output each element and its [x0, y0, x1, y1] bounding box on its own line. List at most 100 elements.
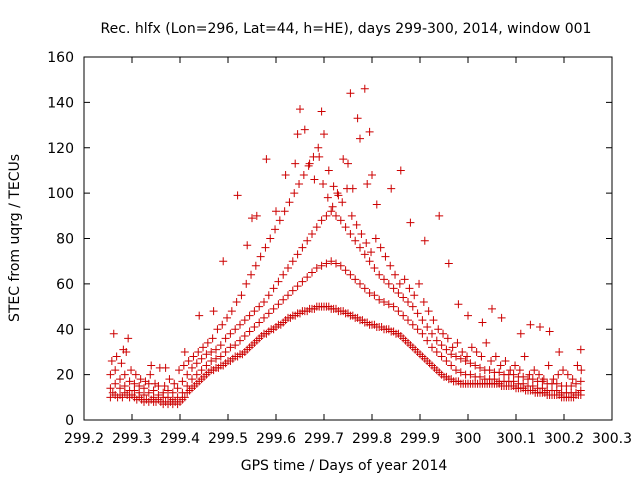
data-point — [240, 332, 249, 341]
data-point — [406, 218, 415, 227]
data-point — [577, 366, 586, 375]
data-point — [485, 366, 494, 375]
chart-title: Rec. hlfx (Lon=296, Lat=44, h=HE), days … — [101, 21, 592, 37]
data-point — [264, 309, 273, 318]
data-point — [332, 211, 340, 220]
data-point — [202, 350, 211, 359]
data-point — [384, 300, 393, 309]
x-tick-label: 299.4 — [160, 431, 200, 447]
data-point — [164, 386, 172, 395]
data-point — [245, 311, 254, 320]
data-point — [351, 236, 360, 245]
data-point — [303, 273, 312, 282]
data-point — [375, 270, 384, 279]
data-point — [399, 311, 408, 320]
data-point — [147, 361, 156, 370]
data-point — [448, 343, 457, 352]
data-point — [269, 284, 278, 293]
data-point — [509, 377, 518, 386]
data-point — [219, 257, 228, 266]
data-point — [389, 284, 398, 293]
data-point — [293, 282, 302, 291]
data-point — [284, 291, 292, 300]
data-point — [338, 198, 347, 207]
data-point — [288, 257, 297, 266]
data-point — [487, 357, 496, 366]
data-point — [467, 343, 476, 352]
data-point — [304, 161, 313, 170]
data-point — [357, 229, 366, 238]
data-point — [136, 375, 145, 384]
data-point — [461, 357, 470, 366]
data-point — [179, 361, 188, 370]
data-point — [212, 354, 220, 363]
data-point — [528, 381, 537, 390]
data-point — [233, 191, 242, 200]
data-point — [346, 89, 355, 98]
data-point — [188, 375, 196, 384]
data-point — [216, 352, 225, 361]
data-point — [296, 105, 304, 114]
data-point — [408, 320, 417, 329]
x-tick-label: 299.2 — [64, 431, 104, 447]
data-point — [261, 243, 270, 252]
data-point — [428, 329, 436, 338]
data-point — [360, 250, 369, 259]
data-point — [437, 341, 446, 350]
data-point — [419, 298, 428, 307]
data-point — [351, 275, 360, 284]
data-point — [317, 261, 326, 270]
data-point — [352, 220, 361, 229]
data-point — [442, 357, 451, 366]
data-point — [154, 391, 163, 400]
data-point — [189, 352, 198, 361]
data-point — [538, 384, 547, 393]
x-tick-label: 299.6 — [256, 431, 296, 447]
data-point — [370, 291, 379, 300]
data-point — [274, 300, 283, 309]
data-point — [528, 375, 537, 384]
data-point — [497, 313, 506, 322]
axis-ticks: 299.2 299.3 299.4 299.5 299.6 299.7 299.8 299.9… — [47, 50, 632, 447]
data-point — [380, 275, 388, 284]
data-point — [538, 377, 547, 386]
data-point — [131, 370, 140, 379]
data-point — [127, 366, 136, 375]
data-point — [375, 295, 384, 304]
data-point — [251, 261, 260, 270]
data-point — [250, 307, 259, 316]
data-point — [347, 211, 356, 220]
data-point — [247, 270, 256, 279]
data-point — [341, 266, 350, 275]
data-point — [135, 381, 144, 390]
data-point — [144, 388, 153, 397]
data-point — [488, 304, 496, 313]
data-point — [112, 352, 121, 361]
y-tick-label: 80 — [56, 232, 74, 248]
data-point — [559, 366, 568, 375]
data-point — [384, 279, 393, 288]
data-point — [237, 291, 246, 300]
data-point — [482, 338, 491, 347]
data-point — [274, 277, 283, 286]
x-tick-label: 299.9 — [400, 431, 440, 447]
data-point — [319, 180, 328, 189]
data-point — [443, 334, 452, 343]
data-point — [554, 370, 563, 379]
data-point — [291, 159, 300, 168]
data-point — [356, 243, 364, 252]
data-point — [207, 357, 216, 366]
data-point — [285, 198, 294, 207]
data-point — [413, 325, 422, 334]
x-axis-label: GPS time / Days of year 2014 — [241, 458, 448, 474]
data-point — [432, 347, 441, 356]
data-point — [539, 375, 548, 384]
data-point — [227, 307, 236, 316]
data-point — [371, 234, 380, 243]
data-point — [324, 166, 333, 175]
data-point — [245, 327, 254, 336]
data-point — [146, 370, 155, 379]
y-tick-label: 40 — [56, 322, 74, 338]
data-point — [464, 311, 472, 320]
